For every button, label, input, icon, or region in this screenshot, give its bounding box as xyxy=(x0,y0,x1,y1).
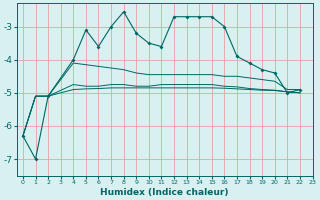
X-axis label: Humidex (Indice chaleur): Humidex (Indice chaleur) xyxy=(100,188,229,197)
